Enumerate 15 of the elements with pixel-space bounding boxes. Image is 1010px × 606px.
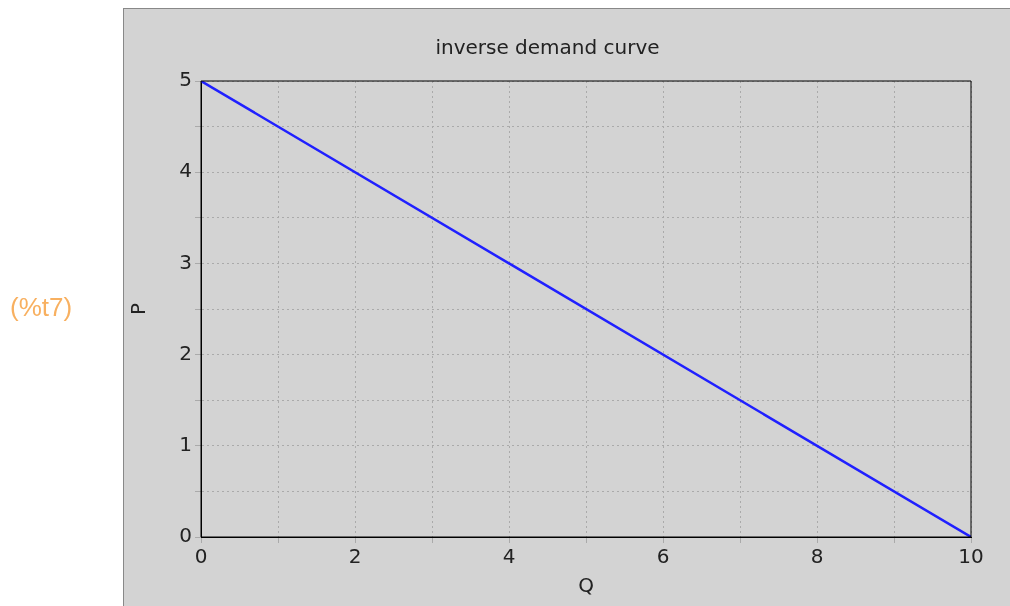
y-tick-label: 2 (179, 340, 192, 365)
text: (%t7) (10, 292, 73, 323)
x-tick-label: 6 (656, 544, 670, 569)
y-tick-label: 4 (179, 158, 192, 183)
y-tick-label: 1 (179, 432, 192, 456)
y-tick-label: 3 (179, 249, 192, 274)
y-tick-label: 5 (179, 67, 192, 92)
chart-title: inverse demand curve (435, 35, 660, 60)
x-tick-label: 10 (958, 544, 984, 569)
x-axis-title: Q (578, 573, 594, 598)
x-tick-label: 2 (348, 544, 362, 569)
x-tick-label: 4 (502, 544, 516, 569)
y-axis-title: P (126, 302, 151, 316)
y-tick-label: 0 (179, 523, 192, 548)
x-tick-label: 8 (810, 544, 824, 569)
